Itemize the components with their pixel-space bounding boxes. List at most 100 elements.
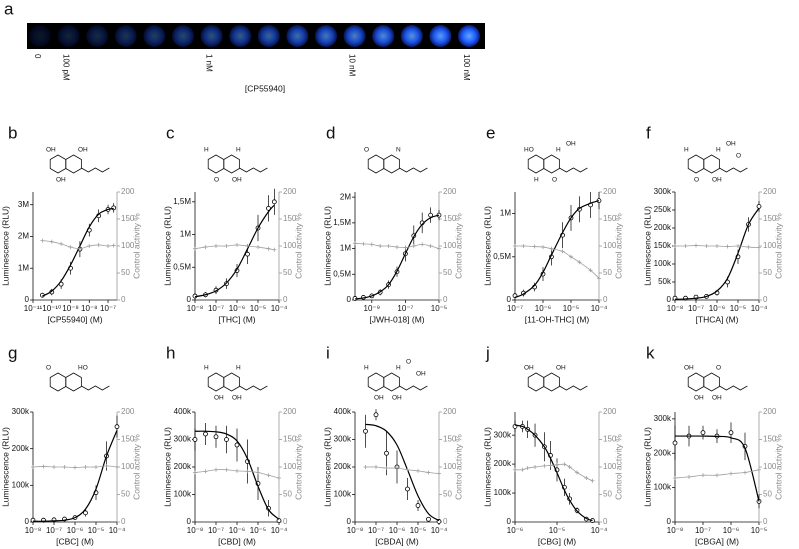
atom-label: O (46, 365, 51, 372)
control-point (757, 245, 761, 250)
y2-tick-label: 50 (443, 268, 452, 277)
control-point (386, 244, 391, 248)
atom-label: H (236, 147, 241, 154)
control-point (245, 244, 250, 248)
x-tick-label: 10⁻⁷ (100, 304, 116, 313)
y2-tick-label: 0 (603, 295, 608, 304)
x-tick-label: 10⁻⁶ (67, 526, 83, 535)
y2-tick-label: 200 (121, 187, 135, 196)
panel-label: h (166, 343, 175, 362)
atom-label: N (396, 147, 401, 154)
x-tick-label: 10⁻⁵ (88, 526, 104, 535)
y2-tick-label: 0 (283, 517, 288, 526)
data-point (111, 205, 117, 211)
ring (543, 372, 560, 392)
x-tick-label: 10⁻⁷ (46, 526, 62, 535)
control-point (525, 466, 530, 471)
atom-label: H (204, 365, 209, 372)
y-tick-label: 0,5M (493, 252, 511, 261)
x-tick-label: 10⁻⁸ (81, 304, 98, 313)
well-label: 1 nM (204, 54, 213, 72)
ring (527, 154, 545, 174)
y-tick-label: 1M (500, 209, 511, 218)
x-tick-label: 10⁻⁴ (109, 526, 126, 535)
well-label: 0 (33, 54, 42, 59)
ring (223, 372, 240, 392)
chain (239, 385, 268, 391)
data-point (426, 516, 431, 522)
data-point (405, 486, 410, 492)
data-point (271, 199, 277, 205)
panel-label: a (4, 0, 14, 18)
control-point (77, 246, 82, 251)
y2-tick-label: 0 (603, 517, 608, 526)
atom-label: OH (416, 371, 426, 378)
atom-label: OH (232, 395, 242, 402)
control-point (549, 246, 554, 251)
ring (207, 372, 225, 392)
y-tick-label: 300k (654, 414, 672, 423)
fit-curve (674, 435, 760, 502)
control-point (686, 474, 691, 479)
atom-label: OH (556, 365, 566, 372)
control-point (378, 244, 383, 248)
well-label: 100 pM (61, 54, 70, 81)
chain (399, 385, 428, 391)
control-point (41, 464, 46, 469)
x-tick-label: 10⁻⁶ (507, 526, 523, 535)
y2-tick-label: 50 (763, 268, 772, 277)
y2-tick-label: 150 (603, 214, 617, 223)
y-tick-label: 2M (340, 192, 351, 201)
atom-label: H (534, 177, 539, 184)
control-point (115, 465, 119, 469)
y2-tick-label: 100 (443, 462, 457, 471)
y-tick-label: 0,5M (173, 262, 191, 271)
fit-curve (32, 430, 118, 522)
fit-curve (514, 200, 600, 298)
panel-label: k (646, 343, 655, 362)
structure: O HO (46, 365, 110, 392)
control-point (266, 473, 271, 478)
atom-label: OH (232, 177, 242, 184)
y-axis-label: Luminescence (RLU) (162, 427, 172, 507)
y2-axis-label: Control activity % (293, 434, 303, 500)
control-point (588, 268, 593, 273)
atom-label: OH (712, 177, 722, 184)
structure: OH OH (524, 365, 588, 392)
control-point (725, 244, 730, 249)
y-axis-label: Luminescence (RLU) (0, 427, 10, 507)
y2-axis-label: Control activity % (131, 434, 141, 500)
y2-tick-label: 100 (763, 241, 777, 250)
x-tick-label: 10⁻⁶ (723, 526, 739, 535)
fit-curve (514, 424, 593, 522)
control-point (235, 242, 239, 247)
control-point (245, 469, 250, 474)
y-tick-label: 0,5M (333, 269, 351, 278)
x-tick-label: 10⁻⁶ (709, 304, 725, 313)
y-tick-label: 1M (340, 244, 351, 253)
x-axis-label: [CBC] (M) (56, 536, 94, 546)
y2-tick-label: 200 (121, 407, 135, 416)
data-point (213, 434, 219, 440)
atom-label: H (364, 365, 369, 372)
well (29, 25, 51, 47)
atom-label: OH (392, 395, 402, 402)
y-tick-label: 0 (507, 517, 512, 526)
ring (687, 154, 705, 174)
y-tick-label: 400k (334, 407, 352, 416)
well (86, 25, 109, 47)
y2-tick-label: 200 (603, 407, 617, 416)
y2-tick-label: 100 (603, 241, 617, 250)
control-point (673, 244, 677, 248)
fit-curve (42, 207, 114, 297)
well (315, 25, 337, 47)
y-tick-label: 0 (187, 517, 192, 526)
atom-label: OH (712, 395, 722, 402)
x-axis-label: [JWH-018] (M) (369, 314, 424, 324)
atom-label: O (694, 177, 699, 184)
control-point (405, 467, 410, 472)
structure: OH O OH OH (684, 365, 748, 402)
chain (81, 167, 110, 173)
control-point (94, 465, 98, 469)
